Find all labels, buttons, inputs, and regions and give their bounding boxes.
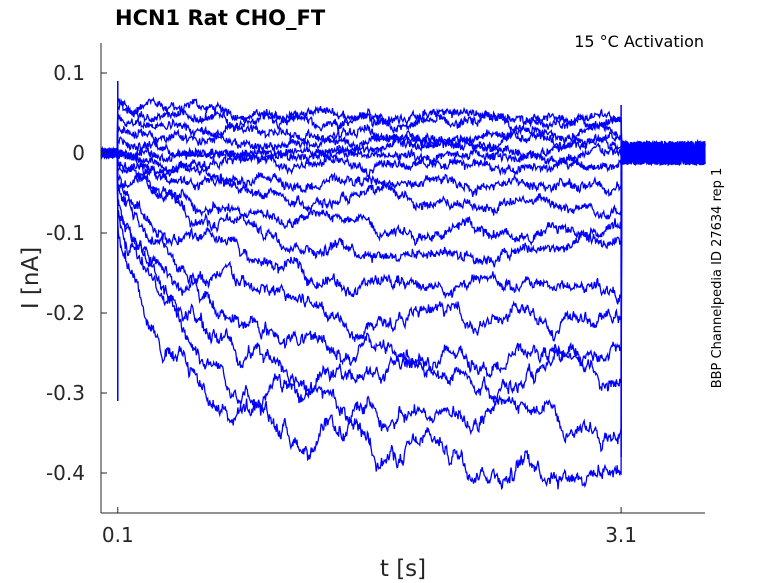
trace-line [100,141,706,305]
trace-line [100,125,706,166]
trace-line [100,140,706,404]
trace-line [100,139,706,378]
trace-line [100,139,706,198]
x-axis-label: t [s] [380,556,426,582]
trace-line [100,96,706,165]
trace-line [100,113,706,166]
trace-line [100,101,706,165]
y-tick-label: -0.2 [46,301,85,325]
annotation: 15 °C Activation [574,32,704,51]
trace-line [100,141,706,268]
y-axis-label: I [nA] [18,247,44,309]
trace-line [100,141,706,247]
y-tick-label: -0.1 [46,221,85,245]
axes [100,43,705,514]
trace-line [100,139,706,178]
ticks: 0.1 3.1 0.1 0 -0.1 -0.2 -0.3 -0.4 [46,61,637,547]
trace-line [100,141,706,168]
trace-line [100,140,706,491]
y-tick-label: -0.4 [46,461,85,485]
y-tick-label: 0 [72,141,85,165]
traces [100,81,706,491]
y-tick-label: 0.1 [53,61,85,85]
x-tick-label: 0.1 [102,523,134,547]
trace-line [100,141,706,342]
side-label: BBP Channelpedia ID 27634 rep 1 [710,168,725,389]
trace-line [100,139,706,221]
trace-line [100,140,706,453]
x-tick-label: 3.1 [605,523,637,547]
y-tick-label: -0.3 [46,381,85,405]
chart-title: HCN1 Rat CHO_FT [115,6,326,30]
